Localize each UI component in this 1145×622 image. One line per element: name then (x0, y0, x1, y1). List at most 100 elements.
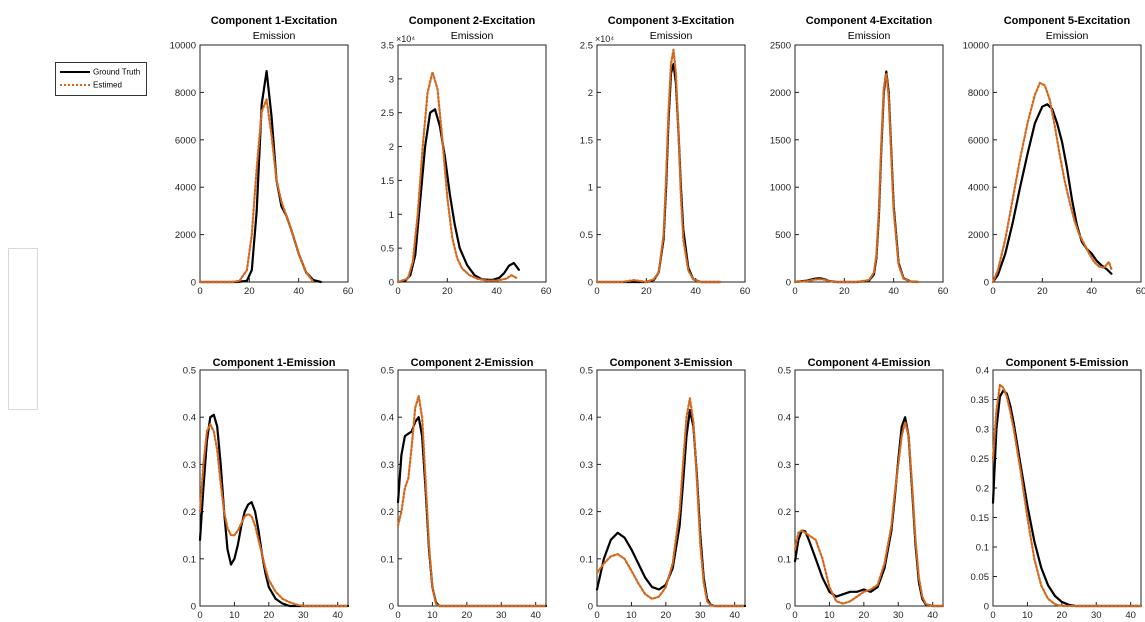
x-tick-label: 20 (661, 610, 672, 621)
x-tick-label: 40 (888, 286, 899, 297)
y-tick-label: 8000 (968, 88, 989, 99)
x-tick-label: 20 (641, 286, 652, 297)
plot-frame (397, 44, 547, 283)
y-tick-label: 0.1 (183, 554, 196, 565)
x-tick-label: 30 (695, 610, 706, 621)
legend-swatch-solid (60, 70, 90, 73)
y-tick-label: 2000 (175, 230, 196, 241)
x-tick-label: 30 (893, 610, 904, 621)
x-tick-label: 10 (626, 610, 637, 621)
y-tick-label: 0.15 (971, 513, 990, 524)
plot-frame (199, 369, 349, 607)
y-tick-label: 2500 (770, 41, 791, 52)
y-tick-label: 0.2 (976, 484, 989, 495)
x-tick-label: 0 (197, 610, 202, 621)
y-tick-label: 0.4 (580, 413, 593, 424)
side-panel-frame (8, 248, 38, 410)
y-tick-label: 0 (191, 602, 196, 613)
x-tick-label: 20 (1057, 610, 1068, 621)
plot-title: Component 3-Excitation (608, 15, 735, 27)
x-tick-label: 40 (927, 610, 938, 621)
x-tick-label: 40 (332, 610, 343, 621)
x-tick-label: 40 (530, 610, 541, 621)
subplot-8: 0 0.1 0.2 0.3 0.4 0.5 0 10 20 30 40 Component 3-Emi… (580, 357, 747, 621)
subplot-3: 0 0.5 1 1.5 2 2.5 0 20 40 60 Component 3-Excitatio… (580, 15, 751, 297)
x-tick-label: 0 (395, 610, 400, 621)
plot-title: Component 2-Emission (411, 357, 534, 369)
x-tick-label: 20 (1037, 286, 1048, 297)
y-tick-label: 8000 (175, 88, 196, 99)
subplot-1: 0 2000 4000 6000 8000 10000 0 20 40 60 Component 1… (170, 15, 354, 297)
y-tick-label: 0.1 (976, 543, 989, 554)
axis-exponent: ×10⁴ (595, 34, 614, 44)
x-tick-label: 10 (427, 610, 438, 621)
y-tick-label: 0.3 (183, 460, 196, 471)
x-tick-label: 30 (1091, 610, 1102, 621)
plot-subtitle: Emission (650, 30, 693, 42)
plot-title: Component 4-Emission (808, 357, 931, 369)
y-tick-label: 0.5 (580, 366, 593, 377)
x-tick-label: 0 (594, 286, 599, 297)
y-tick-label: 0.4 (778, 413, 791, 424)
y-tick-label: 0.3 (778, 460, 791, 471)
y-tick-label: 0.4 (976, 366, 989, 377)
y-tick-label: 2.5 (580, 41, 593, 52)
y-tick-label: 0.05 (971, 572, 990, 583)
x-tick-label: 20 (462, 610, 473, 621)
series-line-estimed (595, 397, 747, 608)
legend-item-ground-truth: Ground Truth (60, 67, 140, 79)
x-tick-label: 60 (1136, 286, 1145, 297)
x-tick-label: 40 (690, 286, 701, 297)
y-tick-label: 6000 (175, 135, 196, 146)
plot-title: Component 3-Emission (610, 357, 733, 369)
y-tick-label: 0.5 (183, 366, 196, 377)
y-tick-label: 4000 (968, 183, 989, 194)
x-tick-label: 40 (293, 286, 304, 297)
y-tick-label: 0 (389, 278, 394, 289)
x-tick-label: 40 (491, 286, 502, 297)
subplot-2: 0 0.5 1 1.5 2 2.5 3 3.5 0 20 40 60 Component 2-Excit… (381, 15, 552, 297)
y-tick-label: 0 (786, 278, 791, 289)
subplot-4: 0 500 1000 1500 2000 2500 0 20 40 60 Component 4-E… (770, 15, 948, 297)
x-tick-label: 0 (197, 286, 202, 297)
x-tick-label: 0 (395, 286, 400, 297)
y-tick-label: 2000 (770, 88, 791, 99)
y-tick-label: 1 (588, 183, 593, 194)
series-line-ground-truth (198, 413, 350, 608)
legend-label: Estimed (93, 80, 122, 90)
series-line-estimed (793, 420, 945, 608)
y-tick-label: 2.5 (381, 108, 394, 119)
y-tick-label: 1.5 (580, 135, 593, 146)
x-tick-label: 10 (1022, 610, 1033, 621)
series-line-estimed (991, 383, 1143, 608)
y-tick-label: 2000 (968, 230, 989, 241)
y-tick-label: 4000 (175, 183, 196, 194)
y-tick-label: 0 (786, 602, 791, 613)
y-tick-label: 0.5 (580, 230, 593, 241)
y-tick-label: 0.5 (381, 244, 394, 255)
series-line-estimed (198, 98, 315, 284)
y-tick-label: 0.2 (381, 507, 394, 518)
y-tick-label: 3.5 (381, 41, 394, 52)
axis-exponent: ×10⁴ (396, 34, 415, 44)
x-tick-label: 20 (264, 610, 275, 621)
y-tick-label: 0 (588, 278, 593, 289)
y-tick-label: 0.1 (778, 554, 791, 565)
y-tick-label: 0.3 (580, 460, 593, 471)
x-tick-label: 20 (839, 286, 850, 297)
plot-frame (397, 369, 547, 607)
x-tick-label: 40 (1125, 610, 1136, 621)
x-tick-label: 20 (859, 610, 870, 621)
legend-swatch-dotted (60, 83, 90, 86)
plot-subtitle: Emission (848, 30, 891, 42)
x-tick-label: 40 (729, 610, 740, 621)
x-tick-label: 0 (990, 610, 995, 621)
y-tick-label: 0.4 (183, 413, 196, 424)
y-tick-label: 10000 (170, 41, 196, 52)
y-tick-label: 3 (389, 74, 394, 85)
x-tick-label: 0 (594, 610, 599, 621)
y-tick-label: 500 (775, 230, 791, 241)
y-tick-label: 0.2 (778, 507, 791, 518)
plot-subtitle: Emission (1046, 30, 1089, 42)
